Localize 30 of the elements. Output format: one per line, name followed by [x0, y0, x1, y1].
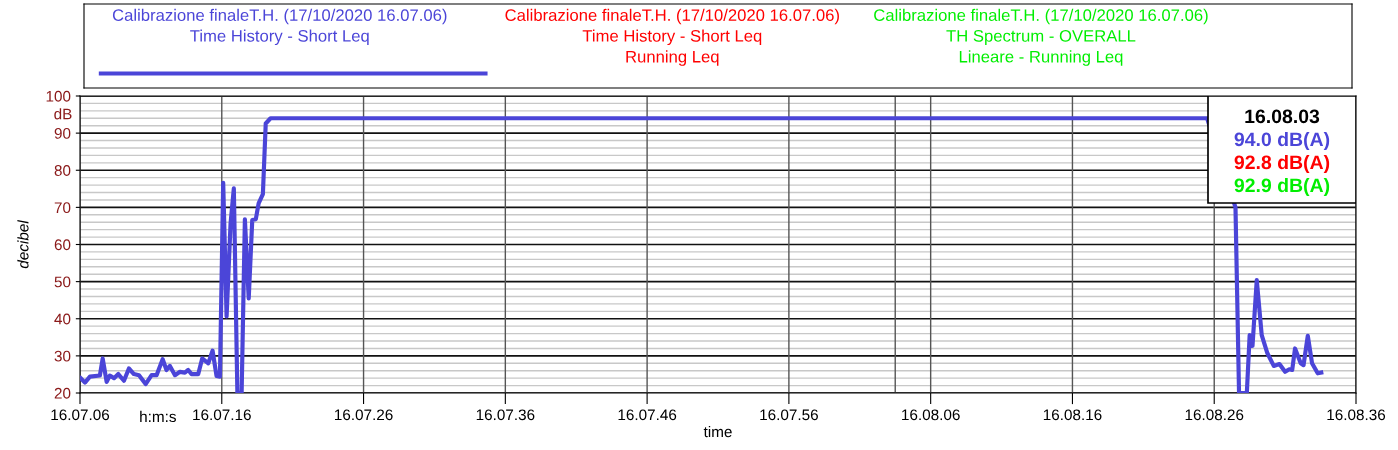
x-tick-label: 16.07.56: [760, 409, 818, 421]
x-tick-label: 16.07.26: [334, 409, 393, 421]
annotation: 92.8 dB(A): [1234, 154, 1330, 174]
y-axis-title: decibel: [17, 219, 29, 269]
x-tick-label: 16.08.16: [1043, 409, 1102, 421]
x-tick-label: 16.07.46: [618, 409, 677, 421]
annotation: 16.08.03: [1245, 109, 1320, 124]
y-tick-label: 100: [46, 90, 71, 102]
y-tick-label: 40: [54, 313, 71, 325]
y-tick-label: 90: [54, 127, 71, 139]
x-tick-label: 16.08.06: [902, 409, 960, 421]
y-tick-label: 80: [54, 165, 71, 176]
x-tick-label: 16.07.06: [51, 409, 110, 421]
x-tick-label: 16.07.36: [476, 409, 535, 421]
x-tick-label: 16.08.26: [1185, 409, 1244, 421]
annotation: 94.0 dB(A): [1234, 131, 1330, 151]
y-tick-label: 60: [54, 239, 71, 251]
y-tick-label: 70: [54, 202, 71, 214]
x-tick-label: 16.08.36: [1327, 409, 1386, 421]
legend-label: Calibrazione finaleT.H. (17/10/2020 16.07.06) Time History - Short Leq Running Leq: [505, 8, 839, 66]
text: h:m:s: [140, 410, 176, 423]
text: Calibrazione finaleT.H. (17/10/2020 16.07.06) Time History - Short Leq: [112, 8, 447, 46]
y-tick-label: 20: [54, 387, 71, 399]
text: dB: [54, 108, 72, 120]
x-axis-title: time: [703, 425, 732, 438]
legend-label: Calibrazione finaleT.H. (17/10/2020 16.07.06) TH Spectrum - OVERALL Lineare - Running Leq: [874, 8, 1208, 66]
x-tick-label: 16.07.16: [193, 409, 251, 421]
y-tick-label: 50: [54, 276, 71, 288]
y-tick-label: 30: [54, 350, 71, 362]
annotation: 92.9 dB(A): [1234, 177, 1330, 197]
